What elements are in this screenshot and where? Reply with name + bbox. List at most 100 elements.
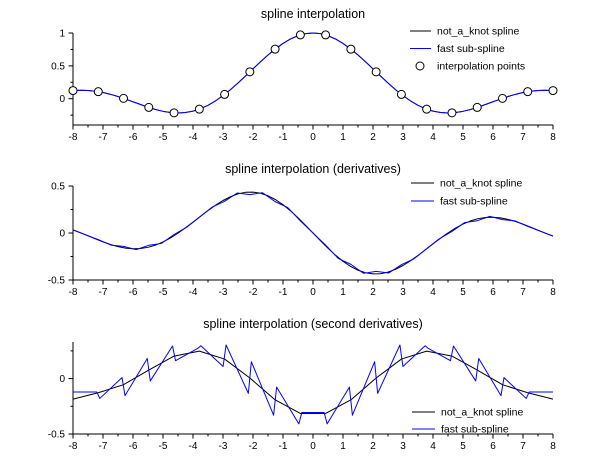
y-tick-label: 0 [59,229,65,240]
x-tick-label: 6 [490,132,496,143]
x-tick-label: 7 [520,132,526,143]
y-tick-label: 0.5 [51,182,65,193]
interpolation-point-marker [472,102,482,112]
x-tick-label: 3 [400,287,406,298]
x-tick-label: -1 [279,287,288,298]
interpolation-point-marker [548,86,558,96]
x-tick-label: -8 [69,287,78,298]
subplot-1-legend: not_a_knot spline fast sub-spline interp… [410,26,525,73]
interpolation-point-marker [144,102,154,112]
x-tick-label: 4 [430,132,436,143]
subplot-1-plot-area: -8 -7 -6 -5 -4 -3 -2 -1 0 1 2 3 4 5 6 7 8 1 0.5 0 [51,29,558,143]
x-tick-label: -8 [69,132,78,143]
x-tick-label: 8 [550,441,556,452]
x-tick-label: 0 [310,287,316,298]
x-tick-label: -3 [219,287,228,298]
x-tick-label: 2 [370,441,376,452]
x-tick-label: 6 [490,441,496,452]
subplot-3-plot-area: -8 -7 -6 -5 -4 -3 -2 -1 0 1 2 3 4 5 6 7 8 0 -0.5 [48,342,556,452]
y-tick-label: -0.5 [48,430,66,441]
x-tick-label: -2 [249,132,258,143]
x-tick-label: 2 [370,287,376,298]
interpolation-point-marker [93,87,103,97]
interpolation-point-marker [245,67,255,77]
curve-fast-sub-spline [72,192,554,274]
x-tick-label: -7 [99,287,108,298]
subplot-2-legend: not_a_knot spline fast sub-spline [411,178,522,208]
interpolation-point-marker [119,93,129,103]
x-tick-label: -5 [159,287,168,298]
y-tick-label: 0 [59,374,65,385]
x-tick-label: -2 [249,287,258,298]
interpolation-point-marker [422,104,432,114]
interpolation-point-marker [523,87,533,97]
x-tick-label: -6 [129,132,138,143]
x-tick-label: 3 [400,132,406,143]
subplot-2-title: spline interpolation (derivatives) [225,162,401,176]
x-tick-label: 5 [460,132,466,143]
interpolation-point-marker [346,44,356,54]
legend-label: not_a_knot spline [437,26,519,38]
x-tick-label: 4 [430,287,436,298]
interpolation-point-marker [371,67,381,77]
legend-label: fast sub-spline [440,196,508,208]
legend-label: not_a_knot spline [440,178,522,190]
x-tick-label: -6 [129,287,138,298]
x-tick-label: 7 [520,441,526,452]
interpolation-point-marker [220,89,230,99]
x-tick-label: 2 [370,132,376,143]
x-tick-label: -1 [279,132,288,143]
x-tick-label: 5 [460,287,466,298]
x-tick-label: 3 [400,441,406,452]
y-tick-label: 1 [59,29,65,40]
x-tick-label: -2 [249,441,258,452]
interpolation-point-marker [270,44,280,54]
legend-label: fast sub-spline [437,43,505,55]
x-tick-label: -4 [189,441,198,452]
curve-not-a-knot-spline [72,350,554,414]
x-tick-label: 1 [340,441,346,452]
x-tick-label: 8 [550,287,556,298]
x-tick-label: 7 [520,287,526,298]
x-tick-label: -7 [99,441,108,452]
interpolation-point-marker [194,104,204,114]
y-tick-label: 0.5 [51,61,65,72]
interpolation-point-marker [68,86,78,96]
x-tick-label: -7 [99,132,108,143]
legend-label: fast sub-spline [441,424,509,436]
x-tick-label: -6 [129,441,138,452]
curve-fast-sub-spline [73,344,553,425]
x-tick-label: 0 [310,132,316,143]
x-tick-label: -4 [189,287,198,298]
x-tick-label: 4 [430,441,436,452]
subplot-1-title: spline interpolation [261,7,365,21]
x-tick-label: 1 [340,287,346,298]
x-tick-label: 8 [550,132,556,143]
x-tick-label: -8 [69,441,78,452]
x-tick-label: -1 [279,441,288,452]
x-tick-label: 5 [460,441,466,452]
y-tick-label: -0.5 [48,276,66,287]
subplot-2-plot-area: -8 -7 -6 -5 -4 -3 -2 -1 0 1 2 3 4 5 6 7 8 0.5 0 -0.5 [48,182,556,299]
subplot-3-legend: not_a_knot spline fast sub-spline [412,407,523,436]
legend-label: not_a_knot spline [441,407,523,419]
interpolation-point-marker [396,89,406,99]
interpolation-point-marker [321,30,331,40]
legend-circle-marker-sample [415,61,425,71]
legend-label: interpolation points [437,61,525,73]
x-tick-label: -5 [159,441,168,452]
interpolation-point-marker [295,30,305,40]
y-tick-label: 0 [59,94,65,105]
x-tick-label: -3 [219,132,228,143]
interpolation-point-marker [497,93,507,103]
x-tick-label: -3 [219,441,228,452]
x-tick-label: -4 [189,132,198,143]
x-tick-label: 1 [340,132,346,143]
interpolation-point-marker [447,108,457,118]
x-tick-label: 6 [490,287,496,298]
interpolation-point-marker [169,108,179,118]
x-tick-label: -5 [159,132,168,143]
x-tick-label: 0 [310,441,316,452]
